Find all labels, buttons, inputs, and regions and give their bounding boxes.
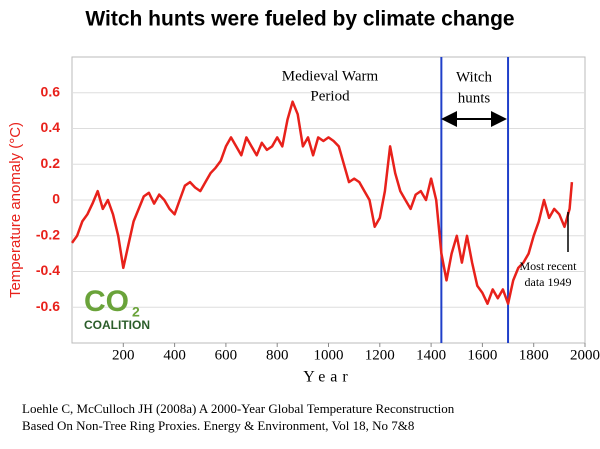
y-tick-label: 0.4	[41, 119, 61, 135]
x-tick-label: 2000	[570, 347, 600, 363]
logo: COALITION	[84, 318, 150, 332]
x-tick-label: 1400	[416, 347, 446, 363]
y-tick-label: -0.4	[36, 262, 60, 278]
y-tick-label: -0.6	[36, 298, 60, 314]
annotation: data 1949	[525, 275, 572, 289]
logo: 2	[132, 304, 140, 320]
y-tick-label: 0.6	[41, 83, 61, 99]
y-tick-label: 0	[52, 191, 60, 207]
y-axis-label: Temperature anomaly (°C)	[7, 122, 24, 298]
citation: Loehle C, McCulloch JH (2008a) A 2000-Ye…	[22, 401, 455, 416]
x-tick-label: 800	[266, 347, 289, 363]
annotation: Period	[310, 88, 350, 104]
temperature-line	[70, 100, 574, 305]
x-tick-label: 400	[163, 347, 186, 363]
citation: Based On Non-Tree Ring Proxies. Energy &…	[22, 418, 414, 433]
annotation: Medieval Warm	[282, 68, 379, 84]
annotation: hunts	[458, 90, 491, 106]
x-tick-label: 1000	[314, 347, 344, 363]
x-tick-label: 1800	[519, 347, 549, 363]
x-tick-label: 200	[112, 347, 135, 363]
y-tick-label: 0.2	[41, 155, 61, 171]
y-tick-label: -0.2	[36, 226, 60, 242]
x-tick-label: 600	[215, 347, 238, 363]
x-tick-label: 1600	[467, 347, 497, 363]
annotation: Most recent	[520, 259, 578, 273]
x-tick-label: 1200	[365, 347, 395, 363]
annotation: Witch	[456, 69, 493, 85]
x-axis-label: Year	[303, 369, 352, 386]
chart-title: Witch hunts were fueled by climate chang…	[85, 8, 514, 31]
logo: CO	[84, 285, 129, 318]
plot-area: -0.6 -0.4 -0.2 0 0.2 0.4 0.6 200 400 600 800 1000 12…	[36, 56, 600, 363]
